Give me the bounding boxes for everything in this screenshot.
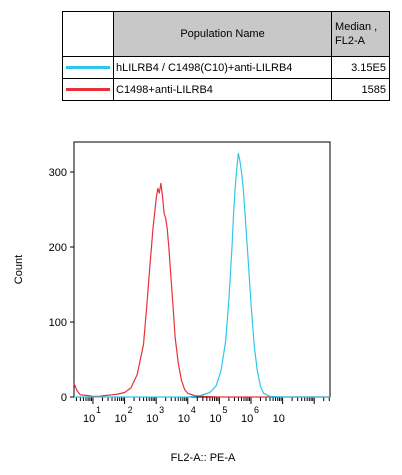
legend-row: hLILRB4 / C1498(C10)+anti-LILRB4 3.15E5 bbox=[62, 56, 390, 79]
y-tick-label: 300 bbox=[49, 167, 67, 179]
legend-header-row: Population Name Median , FL2-A bbox=[62, 11, 390, 57]
legend-header-name: Population Name bbox=[112, 11, 333, 57]
histogram-series-line bbox=[74, 152, 330, 398]
x-tick-label: 10 bbox=[241, 413, 253, 425]
x-tick-exponent: 1 bbox=[96, 405, 101, 415]
legend-header-swatch-cell bbox=[62, 11, 114, 57]
legend-population-name: hLILRB4 / C1498(C10)+anti-LILRB4 bbox=[112, 56, 333, 79]
x-tick-label: 10 bbox=[115, 413, 127, 425]
legend-swatch-cell bbox=[62, 78, 114, 101]
y-tick-label: 0 bbox=[61, 392, 67, 404]
legend-row: C1498+anti-LILRB4 1585 bbox=[62, 78, 390, 101]
plot-frame bbox=[73, 141, 331, 398]
legend-swatch-red bbox=[66, 88, 110, 91]
x-tick-label: 10 bbox=[273, 413, 285, 425]
series-layer bbox=[73, 152, 330, 398]
x-tick-label: 10 bbox=[146, 413, 158, 425]
x-axis-label: FL2-A:: PE-A bbox=[171, 452, 236, 464]
histogram-series-line bbox=[73, 182, 330, 398]
x-tick-exponent: 6 bbox=[254, 405, 259, 415]
x-tick-exponent: 4 bbox=[191, 405, 196, 415]
legend-header-median: Median , FL2-A bbox=[331, 11, 390, 57]
x-tick-label: 10 bbox=[178, 413, 190, 425]
y-tick-label: 100 bbox=[49, 317, 67, 329]
legend-table: Population Name Median , FL2-A hLILRB4 / … bbox=[62, 11, 390, 101]
x-tick-exponent: 5 bbox=[222, 405, 227, 415]
y-axis: 0 100 200 300 bbox=[49, 167, 74, 404]
legend-population-name: C1498+anti-LILRB4 bbox=[112, 78, 333, 101]
y-tick-label: 200 bbox=[49, 242, 67, 254]
legend-median-value: 1585 bbox=[331, 78, 390, 101]
x-tick-label: 10 bbox=[209, 413, 221, 425]
x-tick-label: 10 bbox=[83, 413, 95, 425]
y-axis-label: Count bbox=[13, 255, 25, 284]
x-tick-exponent: 2 bbox=[128, 405, 133, 415]
legend-swatch-blue bbox=[66, 66, 110, 69]
x-tick-exponent: 3 bbox=[159, 405, 164, 415]
